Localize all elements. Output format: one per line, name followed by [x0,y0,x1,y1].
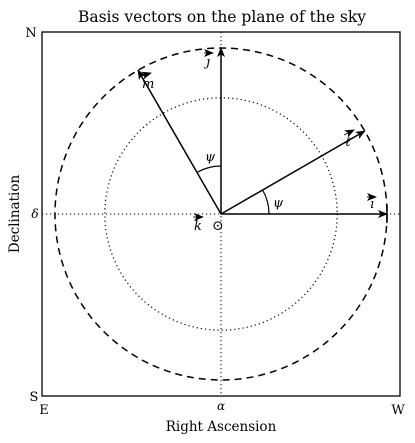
vector-i-symbol: ı [370,197,374,212]
corner-label-south: S [30,390,39,405]
y-tick-delta: δ [31,207,38,221]
vector-l-overarrow [343,129,355,138]
angle-label-j-to-m: ψ [205,150,216,165]
vector-l-symbol: ℓ [345,135,351,150]
angle-arc-i-to-l [262,189,270,215]
vector-m-overarrow [140,71,152,80]
vector-l-label: ℓ [343,129,355,150]
y-axis-label: Declination [7,175,23,254]
vector-m-label: m [140,71,154,92]
vector-m-symbol: m [142,77,154,92]
vector-k-label: k [193,213,204,234]
corner-label-north: N [25,26,36,41]
observer-symbol: ⊙ [212,218,224,234]
vector-j-symbol: ȷ [203,55,210,70]
diagram-title: Basis vectors on the plane of the sky [78,8,366,26]
corner-label-east: E [39,403,49,418]
angle-arc-j-to-m [196,165,222,173]
vector-j-label: ȷ [203,49,214,70]
corner-label-west: W [391,403,405,418]
vector-l-arrow [220,130,366,215]
vector-i-label: ı [367,193,377,212]
x-tick-alpha: α [217,399,225,413]
x-axis-label: Right Ascension [166,419,277,435]
vector-m-arrow [137,69,222,215]
angle-label-i-to-l: ψ [273,196,284,211]
vector-k-symbol: k [194,219,202,234]
